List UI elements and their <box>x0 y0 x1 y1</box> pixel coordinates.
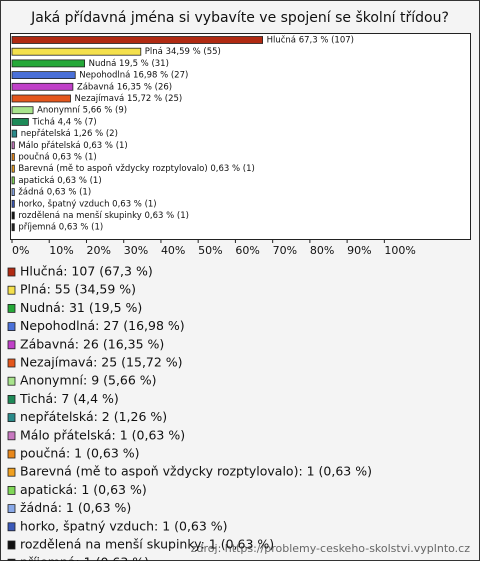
x-tick-label: 30% <box>124 244 148 257</box>
legend-label: Málo přátelská: 1 (0,63 %) <box>20 427 185 442</box>
x-tick-label: 100% <box>384 244 415 257</box>
x-tick-label: 90% <box>347 244 371 257</box>
x-tick-label: 10% <box>49 244 73 257</box>
data-label: Nepohodlná 16,98 % (27) <box>79 71 188 81</box>
legend-label: poučná: 1 (0,63 %) <box>20 446 140 461</box>
data-label: Plná 34,59 % (55) <box>145 47 221 57</box>
bar <box>11 118 29 126</box>
data-label: nepřátelská 1,26 % (2) <box>21 129 118 139</box>
legend-swatch <box>7 504 16 514</box>
bar <box>11 199 15 208</box>
x-tick-label: 20% <box>86 244 110 257</box>
legend-swatch <box>7 522 16 532</box>
legend-label: Nezajímavá: 25 (15,72 %) <box>20 355 183 370</box>
data-label: Hlučná 67,3 % (107) <box>267 35 354 46</box>
bar <box>11 71 76 79</box>
legend-label: Nudná: 31 (19,5 %) <box>20 300 142 315</box>
bar <box>11 36 263 44</box>
x-tick-label: 50% <box>198 244 222 257</box>
x-tick-label: 40% <box>161 244 185 257</box>
bar <box>11 188 15 197</box>
chart-title: Jaká přídavná jména si vybavíte ve spoje… <box>30 10 449 26</box>
data-label: rozdělená na menší skupinky 0,63 % (1) <box>18 210 189 221</box>
legend-label: horko, špatný vzduch: 1 (0,63 %) <box>20 518 228 533</box>
legend-label: Anonymní: 9 (5,66 %) <box>20 373 157 388</box>
bar <box>11 176 15 185</box>
legend-swatch <box>7 376 16 386</box>
legend-swatch <box>7 358 16 368</box>
legend-label: Zábavná: 26 (16,35 %) <box>20 336 164 351</box>
data-label: poučná 0,63 % (1) <box>18 152 96 163</box>
legend-swatch <box>7 340 16 350</box>
bar <box>11 59 86 68</box>
bar <box>11 211 15 220</box>
legend-swatch <box>7 540 16 550</box>
x-tick-label: 70% <box>273 244 297 257</box>
legend-label: žádná: 1 (0,63 %) <box>20 500 131 515</box>
x-tick-label: 60% <box>235 244 259 257</box>
legend-label: Barevná (mě to aspoň vždycky rozptyloval… <box>20 464 372 479</box>
legend-swatch <box>7 467 16 477</box>
legend-label: Plná: 55 (34,59 %) <box>20 282 136 297</box>
bar <box>11 47 142 56</box>
legend-label: Nepohodlná: 27 (16,98 %) <box>20 318 185 333</box>
source: zdroj: https://problemy-ceskeho-skolstvi… <box>191 542 470 555</box>
data-label: Anonymní 5,66 % (9) <box>37 106 127 116</box>
bar <box>11 164 15 173</box>
bar <box>11 141 15 150</box>
data-label: Barevná (mě to aspoň vždycky rozptyloval… <box>18 163 255 174</box>
legend-label: nepřátelská: 2 (1,26 %) <box>20 409 167 424</box>
data-label: příjemná 0,63 % (1) <box>18 223 103 233</box>
data-label: Nudná 19,5 % (31) <box>89 59 169 69</box>
legend-swatch <box>7 413 16 423</box>
legend-label: Tichá: 7 (4,4 %) <box>19 391 119 406</box>
plot-area <box>10 33 471 240</box>
legend-swatch <box>7 558 16 561</box>
legend-swatch <box>7 285 16 295</box>
bar <box>11 129 18 138</box>
legend-swatch <box>7 303 16 313</box>
legend-swatch <box>7 394 16 404</box>
legend-swatch <box>7 449 16 459</box>
data-label: Zábavná 16,35 % (26) <box>77 82 172 92</box>
legend-swatch <box>7 322 16 332</box>
bar <box>11 94 71 103</box>
legend-swatch <box>7 267 16 277</box>
data-label: horko, špatný vzduch 0,63 % (1) <box>18 198 156 209</box>
bar <box>11 153 15 161</box>
bar <box>11 82 74 91</box>
x-tick-label: 0% <box>12 244 29 257</box>
legend-label: Hlučná: 107 (67,3 %) <box>20 264 153 279</box>
data-label: apatická 0,63 % (1) <box>18 176 101 186</box>
legend-swatch <box>7 431 16 441</box>
x-tick-label: 80% <box>310 244 334 257</box>
data-label: Málo přátelská 0,63 % (1) <box>18 141 127 151</box>
legend-swatch <box>7 485 16 495</box>
data-label: žádná 0,63 % (1) <box>18 188 91 198</box>
legend-label: rozdělená na menší skupinky: 1 (0,63 %) <box>20 537 274 552</box>
bar <box>11 223 15 232</box>
data-label: Nezajímavá 15,72 % (25) <box>75 94 183 104</box>
legend-label: apatická: 1 (0,63 %) <box>20 482 147 497</box>
legend-label: příjemná: 1 (0,63 %) <box>20 555 149 561</box>
data-label: Tichá 4,4 % (7) <box>31 117 96 127</box>
bar <box>11 106 34 115</box>
